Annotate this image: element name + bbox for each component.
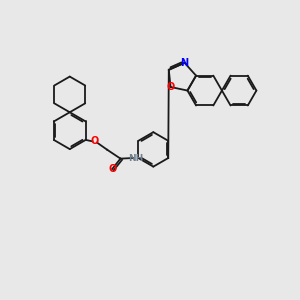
Text: NH: NH [128,154,144,163]
Text: N: N [181,58,189,68]
Text: O: O [108,164,116,174]
Text: O: O [167,82,175,92]
Text: O: O [91,136,99,146]
